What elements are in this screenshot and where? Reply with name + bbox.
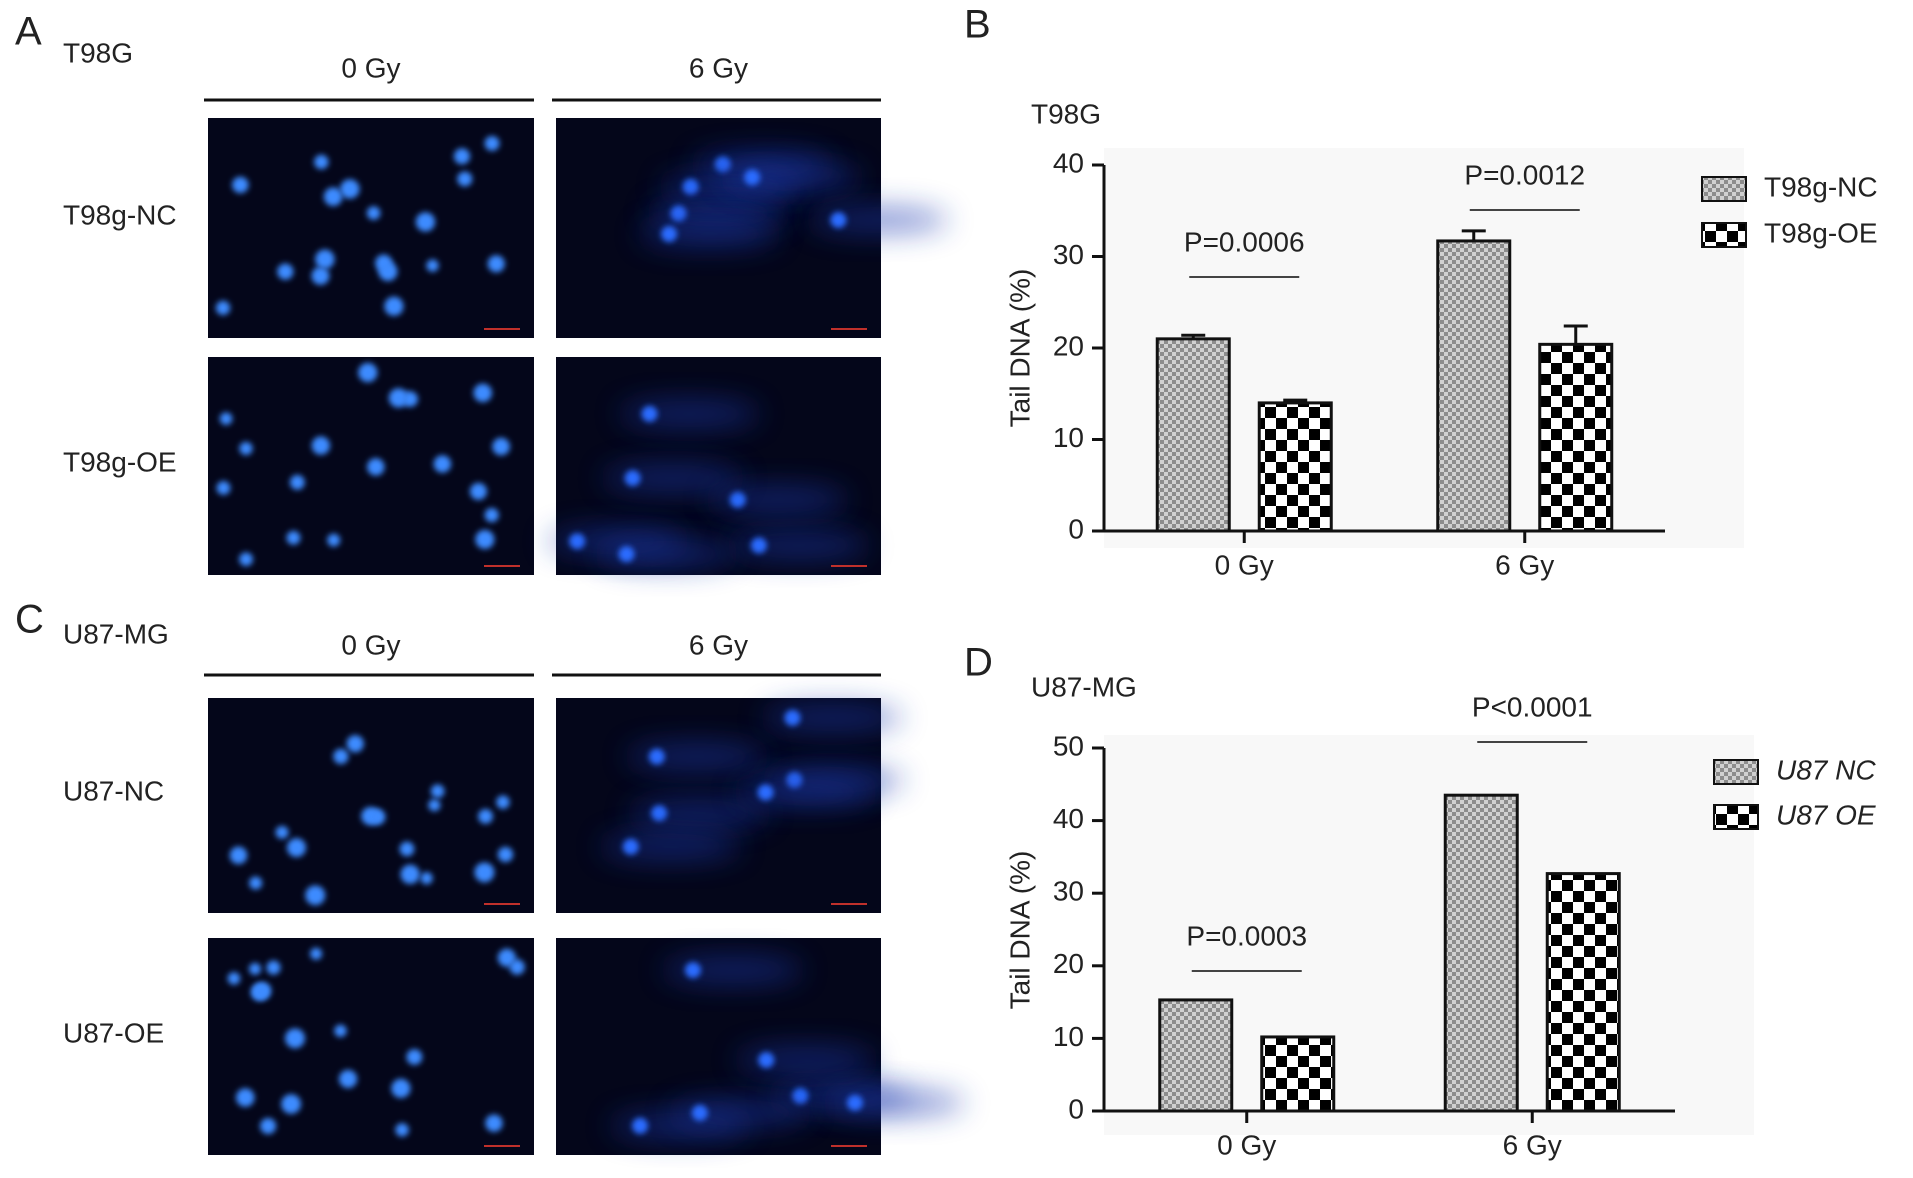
- micrograph: [556, 938, 965, 1155]
- y-axis-label: Tail DNA (%): [1004, 269, 1035, 428]
- y-tick-label: 50: [1053, 730, 1084, 761]
- legend-swatch: [1713, 804, 1759, 830]
- y-tick-label: 0: [1068, 1093, 1084, 1124]
- bar: [1545, 872, 1621, 1113]
- cell-line-label: U87-MG: [63, 618, 169, 649]
- y-tick-label: 30: [1053, 876, 1084, 907]
- legend-label: T98g-NC: [1764, 171, 1878, 202]
- y-tick-label: 20: [1053, 948, 1084, 979]
- row-label: U87-NC: [63, 775, 164, 806]
- bar: [1158, 998, 1234, 1113]
- y-tick-label: 40: [1053, 147, 1084, 178]
- row-label: T98g-NC: [63, 199, 177, 230]
- column-header: 0 Gy: [341, 629, 400, 660]
- x-tick-label: 0 Gy: [1215, 549, 1274, 580]
- x-tick-label: 6 Gy: [1503, 1129, 1562, 1160]
- micrograph: [208, 118, 534, 338]
- legend-label: U87 OE: [1776, 799, 1876, 830]
- legend-swatch: [1713, 759, 1759, 785]
- micrograph: [208, 357, 534, 575]
- chart-title: U87-MG: [1031, 671, 1137, 702]
- micrograph: [547, 357, 881, 575]
- bar: [1538, 342, 1614, 533]
- micrograph: [208, 938, 534, 1155]
- bar: [1260, 1035, 1336, 1113]
- error-bar: [1563, 324, 1588, 345]
- y-tick-label: 10: [1053, 422, 1084, 453]
- p-value: P=0.0012: [1464, 159, 1585, 190]
- panel-label: D: [964, 641, 993, 685]
- y-tick-label: 10: [1053, 1021, 1084, 1052]
- legend-swatch: [1701, 222, 1747, 248]
- y-tick-label: 40: [1053, 803, 1084, 834]
- p-value: P=0.0003: [1186, 920, 1307, 951]
- panel-label: C: [15, 598, 44, 642]
- row-label: U87-OE: [63, 1017, 164, 1048]
- bar: [1257, 401, 1333, 533]
- y-tick-label: 0: [1068, 513, 1084, 544]
- column-header: 6 Gy: [689, 629, 748, 660]
- chart-title: T98G: [1031, 98, 1101, 129]
- micrograph: [208, 698, 534, 913]
- legend-label: U87 NC: [1776, 754, 1876, 785]
- cell-line-label: T98G: [63, 37, 133, 68]
- panel-label: B: [964, 3, 991, 47]
- column-header: 6 Gy: [689, 52, 748, 83]
- y-tick-label: 30: [1053, 239, 1084, 270]
- x-tick-label: 6 Gy: [1495, 549, 1554, 580]
- bar: [1443, 793, 1519, 1113]
- micrograph: [556, 698, 905, 913]
- column-header: 0 Gy: [341, 52, 400, 83]
- x-tick-label: 0 Gy: [1217, 1129, 1276, 1160]
- bar: [1155, 337, 1231, 533]
- legend-label: T98g-OE: [1764, 217, 1878, 248]
- legend-swatch: [1701, 176, 1747, 202]
- y-axis-label: Tail DNA (%): [1004, 851, 1035, 1010]
- p-value: P<0.0001: [1472, 691, 1593, 722]
- p-value: P=0.0006: [1184, 226, 1305, 257]
- panel-label: A: [15, 10, 42, 54]
- micrograph: [556, 118, 949, 338]
- bar: [1436, 239, 1512, 533]
- y-tick-label: 20: [1053, 330, 1084, 361]
- error-bar: [1461, 229, 1486, 241]
- row-label: T98g-OE: [63, 446, 177, 477]
